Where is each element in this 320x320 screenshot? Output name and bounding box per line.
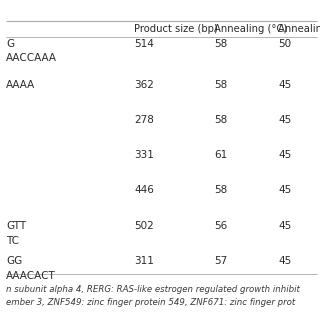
Text: 57: 57 bbox=[214, 256, 228, 267]
Text: 61: 61 bbox=[214, 150, 228, 160]
Text: 45: 45 bbox=[278, 80, 292, 90]
Text: Annealing (°C): Annealing (°C) bbox=[214, 24, 288, 34]
Text: AAAA: AAAA bbox=[6, 80, 36, 90]
Text: 58: 58 bbox=[214, 115, 228, 125]
Text: G: G bbox=[6, 39, 14, 49]
Text: n subunit alpha 4, RERG: RAS-like estrogen regulated growth inhibit: n subunit alpha 4, RERG: RAS-like estrog… bbox=[6, 285, 300, 294]
Text: 45: 45 bbox=[278, 150, 292, 160]
Text: 58: 58 bbox=[214, 39, 228, 49]
Text: 45: 45 bbox=[278, 256, 292, 267]
Text: Product size (bp): Product size (bp) bbox=[134, 24, 218, 34]
Text: 446: 446 bbox=[134, 185, 154, 196]
Text: 331: 331 bbox=[134, 150, 154, 160]
Text: 514: 514 bbox=[134, 39, 154, 49]
Text: 45: 45 bbox=[278, 221, 292, 231]
Text: AAACACT: AAACACT bbox=[6, 271, 56, 281]
Text: Annealing T: Annealing T bbox=[278, 24, 320, 34]
Text: 502: 502 bbox=[134, 221, 154, 231]
Text: 58: 58 bbox=[214, 185, 228, 196]
Text: TC: TC bbox=[6, 236, 20, 246]
Text: 278: 278 bbox=[134, 115, 154, 125]
Text: 50: 50 bbox=[278, 39, 292, 49]
Text: GTT: GTT bbox=[6, 221, 27, 231]
Text: ember 3, ZNF549: zinc finger protein 549, ZNF671: zinc finger prot: ember 3, ZNF549: zinc finger protein 549… bbox=[6, 298, 296, 307]
Text: 362: 362 bbox=[134, 80, 154, 90]
Text: 45: 45 bbox=[278, 185, 292, 196]
Text: 56: 56 bbox=[214, 221, 228, 231]
Text: 311: 311 bbox=[134, 256, 154, 267]
Text: 58: 58 bbox=[214, 80, 228, 90]
Text: AACCAAA: AACCAAA bbox=[6, 53, 57, 63]
Text: 45: 45 bbox=[278, 115, 292, 125]
Text: GG: GG bbox=[6, 256, 23, 267]
